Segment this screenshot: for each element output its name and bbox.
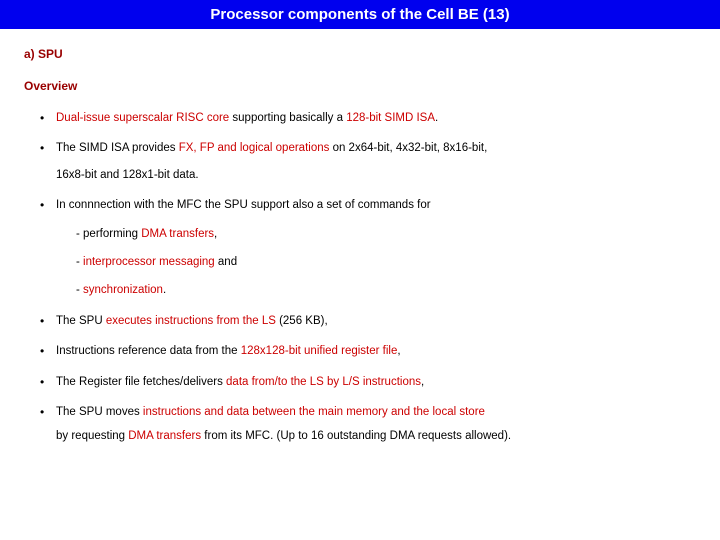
sub-item: - interprocessor messaging and bbox=[76, 253, 696, 271]
body-text: The SIMD ISA provides bbox=[56, 142, 179, 154]
list-item: The SPU executes instructions from the L… bbox=[40, 312, 696, 330]
highlight-text: data from/to the LS by L/S instructions bbox=[226, 376, 421, 388]
body-text: from its MFC. (Up to 16 outstanding DMA … bbox=[201, 430, 511, 442]
list-item: The Register file fetches/delivers data … bbox=[40, 373, 696, 391]
body-text: - bbox=[76, 256, 83, 268]
list-item: Dual-issue superscalar RISC core support… bbox=[40, 109, 696, 127]
list-item: Instructions reference data from the 128… bbox=[40, 342, 696, 360]
continuation-text: by requesting DMA transfers from its MFC… bbox=[56, 427, 696, 445]
slide-content: a) SPU Overview Dual-issue superscalar R… bbox=[0, 29, 720, 446]
list-item: The SIMD ISA provides FX, FP and logical… bbox=[40, 139, 696, 184]
continuation-text: 16x8-bit and 128x1-bit data. bbox=[56, 166, 696, 184]
highlight-text: interprocessor messaging bbox=[83, 256, 215, 268]
sub-item: - synchronization. bbox=[76, 281, 696, 299]
highlight-text: instructions and data between the main m… bbox=[143, 406, 485, 418]
highlight-text: DMA transfers bbox=[141, 228, 214, 240]
body-text: - performing bbox=[76, 228, 141, 240]
body-text: , bbox=[421, 376, 424, 388]
list-item: The SPU moves instructions and data betw… bbox=[40, 403, 696, 446]
slide-title-bar: Processor components of the Cell BE (13) bbox=[0, 0, 720, 29]
highlight-text: DMA transfers bbox=[128, 430, 201, 442]
body-text: by requesting bbox=[56, 430, 128, 442]
body-text: In connnection with the MFC the SPU supp… bbox=[56, 199, 431, 211]
body-text: , bbox=[214, 228, 217, 240]
body-text: The Register file fetches/delivers bbox=[56, 376, 226, 388]
highlight-text: 128-bit SIMD ISA bbox=[346, 112, 435, 124]
sub-item: - performing DMA transfers, bbox=[76, 225, 696, 243]
sub-item-list: - performing DMA transfers, - interproces… bbox=[56, 225, 696, 300]
bullet-list: Dual-issue superscalar RISC core support… bbox=[24, 109, 696, 446]
subheading: Overview bbox=[24, 79, 696, 93]
highlight-text: Dual-issue superscalar RISC core bbox=[56, 112, 229, 124]
body-text: . bbox=[163, 284, 166, 296]
body-text: supporting basically a bbox=[229, 112, 346, 124]
body-text: - bbox=[76, 284, 83, 296]
body-text: The SPU moves bbox=[56, 406, 143, 418]
section-label: a) SPU bbox=[24, 47, 696, 61]
body-text: . bbox=[435, 112, 438, 124]
highlight-text: FX, FP and logical operations bbox=[179, 142, 330, 154]
highlight-text: executes instructions from the LS bbox=[106, 315, 276, 327]
body-text: The SPU bbox=[56, 315, 106, 327]
body-text: , bbox=[397, 345, 400, 357]
body-text: Instructions reference data from the bbox=[56, 345, 241, 357]
slide-title: Processor components of the Cell BE (13) bbox=[210, 6, 509, 23]
body-text: on 2x64-bit, 4x32-bit, 8x16-bit, bbox=[329, 142, 487, 154]
body-text: (256 KB), bbox=[276, 315, 328, 327]
highlight-text: 128x128-bit unified register file bbox=[241, 345, 398, 357]
list-item: In connnection with the MFC the SPU supp… bbox=[40, 196, 696, 300]
body-text: and bbox=[215, 256, 237, 268]
highlight-text: synchronization bbox=[83, 284, 163, 296]
